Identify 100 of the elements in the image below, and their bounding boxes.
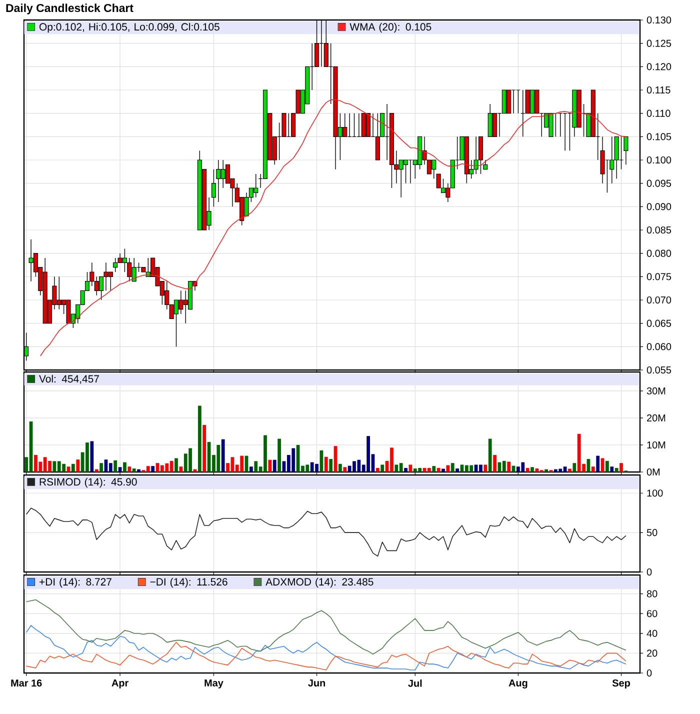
bar (329, 459, 333, 472)
y-tick-label: 0.130 (646, 16, 672, 24)
bar (606, 460, 609, 472)
bar (94, 469, 98, 472)
bar (450, 463, 454, 472)
bar (202, 424, 206, 472)
y-tick-label: 0.115 (646, 86, 670, 94)
y-tick-label: 0.070 (646, 296, 672, 304)
bar (380, 464, 384, 472)
y-tick-label: 0.080 (646, 250, 672, 257)
bar (72, 464, 75, 472)
bar (614, 468, 618, 472)
bar (526, 468, 530, 472)
bar (179, 466, 183, 472)
y-tick-label: 30M (646, 387, 666, 394)
bar (404, 468, 408, 472)
legend-label: Op:0.102, Hi:0.105, Lo:0.099, Cl:0.105 (39, 22, 220, 33)
y-tick-label: 80 (646, 590, 658, 598)
bar (272, 460, 276, 472)
legend-label: RSIMOD (14): 45.90 (40, 478, 137, 488)
bar (221, 439, 225, 472)
y-tick-label: 0.090 (646, 203, 672, 210)
chart-title: Daily Candlestick Chart (6, 4, 134, 14)
y-tick-label: 0.060 (646, 343, 672, 350)
y-tick-label: 0.120 (646, 63, 672, 70)
legend-label: ADXMOD (14): 23.485 (266, 578, 374, 588)
y-tick-label: 0.110 (646, 110, 670, 117)
bar (118, 467, 122, 472)
candlestick (478, 136, 483, 174)
bar (174, 458, 178, 472)
y-tick-label: 0.105 (646, 133, 672, 140)
bar (146, 466, 150, 472)
x-tick-label: Apr (112, 680, 128, 688)
y-tick-label: 0.055 (646, 366, 672, 374)
y-tick-label: 40 (646, 630, 658, 637)
candlestick (174, 300, 179, 348)
bar (446, 465, 450, 472)
bar (408, 464, 412, 472)
y-tick-label: 0M (646, 468, 660, 476)
bar (456, 468, 459, 472)
candlestick (483, 160, 488, 170)
bar (502, 460, 506, 472)
bar (484, 464, 488, 472)
bar (254, 461, 258, 472)
bar (151, 466, 155, 472)
bar (436, 468, 440, 472)
bar (278, 438, 281, 472)
x-tick-label: Jul (408, 680, 422, 687)
y-tick-label: 50 (646, 529, 658, 536)
x-tick-label: Aug (508, 680, 528, 688)
y-tick-label: 0.125 (646, 40, 672, 47)
bar (114, 460, 118, 472)
y-tick-label: 10M (647, 441, 666, 448)
bar (544, 469, 548, 472)
bar (507, 462, 511, 472)
candlestick (282, 113, 286, 137)
y-tick-label: 20M (647, 414, 666, 422)
y-tick-label: 0.065 (646, 320, 672, 327)
candlestick (530, 90, 535, 114)
bar (600, 458, 604, 472)
x-tick-label: Jun (308, 680, 326, 686)
bar (591, 466, 595, 472)
bar (250, 466, 253, 472)
bar (488, 438, 492, 472)
bar (128, 466, 132, 472)
bar (493, 454, 496, 472)
bar (620, 463, 623, 472)
legend-label: −DI (14): 11.526 (150, 578, 228, 588)
bar (530, 467, 534, 472)
bar (76, 460, 80, 472)
y-tick-label: 60 (647, 610, 658, 618)
bar (568, 468, 572, 472)
x-tick-label: Mar 16 (11, 680, 42, 687)
bar (66, 466, 70, 472)
x-tick-label: Sep (612, 680, 630, 689)
bar (123, 462, 126, 472)
y-tick-label: 0 (646, 568, 652, 576)
y-tick-label: 20 (647, 650, 658, 657)
y-tick-label: 0.100 (646, 156, 672, 164)
bar (338, 464, 342, 472)
candlestick (600, 136, 605, 184)
bar (108, 463, 112, 472)
bar (132, 468, 136, 472)
bar (343, 467, 347, 472)
legend-label: +DI (14): 8.727 (40, 578, 112, 588)
bar (572, 463, 576, 472)
y-tick-label: 0 (646, 669, 652, 677)
y-tick-label: 0.075 (646, 273, 672, 280)
bar (100, 463, 103, 472)
bar (432, 466, 436, 472)
bar (376, 468, 380, 472)
bar (268, 460, 272, 472)
candlestick (624, 136, 628, 166)
y-tick-label: 100 (647, 490, 663, 497)
legend-label: Vol: 454,457 (39, 374, 99, 384)
bar (90, 441, 94, 472)
y-tick-label: 0.085 (646, 226, 672, 234)
bar (137, 469, 140, 472)
bar (198, 406, 202, 472)
candlestick (211, 168, 216, 208)
